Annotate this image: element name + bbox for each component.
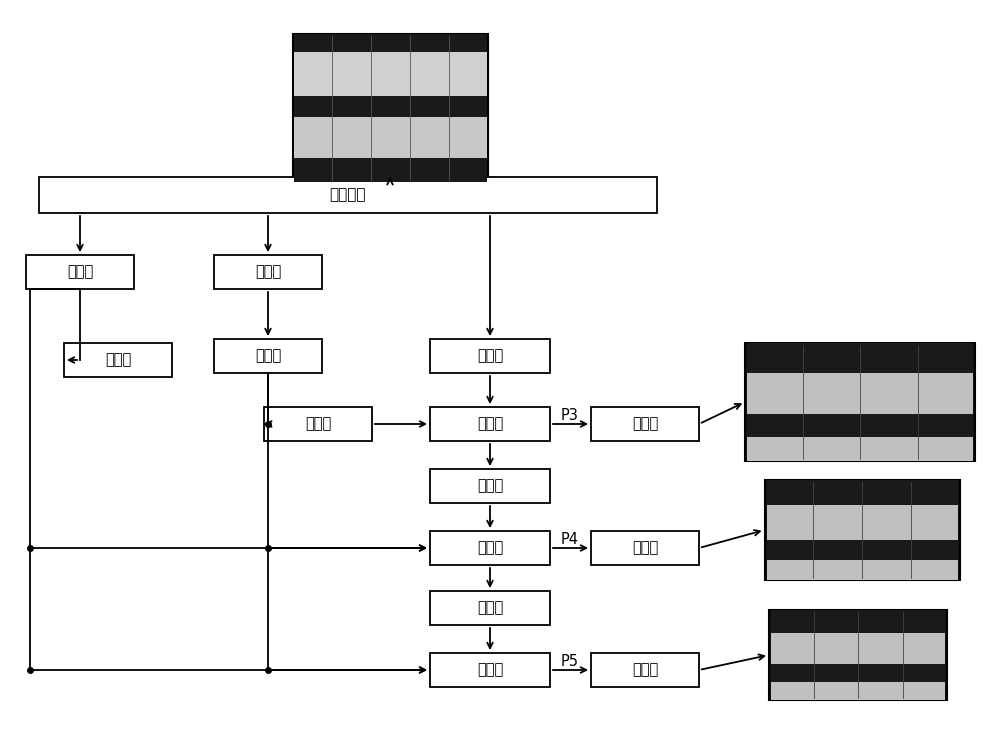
Text: P3: P3 [561,409,579,424]
Bar [747,372,973,414]
Bar [264,407,372,441]
Text: 上采样: 上采样 [105,352,131,368]
Bar [214,255,322,289]
Text: 卷积块: 卷积块 [477,416,503,432]
Bar [591,653,699,687]
Bar [767,540,958,560]
Text: P4: P4 [561,532,579,548]
Bar [430,469,550,503]
Bar [26,255,134,289]
Text: 卷积块: 卷积块 [255,264,281,280]
Text: 卷积块: 卷积块 [477,349,503,363]
Bar [430,531,550,565]
Bar [747,343,973,372]
Bar [747,437,973,461]
Text: 卷积块: 卷积块 [632,663,658,677]
Bar [745,343,975,461]
Bar [747,414,973,437]
Text: 降采样: 降采样 [477,479,503,493]
Bar [771,664,945,682]
Bar [292,34,488,182]
Bar [767,560,958,580]
Text: 卷积块: 卷积块 [477,663,503,677]
Text: 卷积块: 卷积块 [632,540,658,556]
Bar [64,343,172,377]
Bar [767,480,958,505]
Bar [769,610,947,700]
Bar [591,531,699,565]
Bar [294,159,486,182]
Bar [771,633,945,664]
Bar [430,653,550,687]
Text: 卷积块: 卷积块 [632,416,658,432]
Bar [591,407,699,441]
Bar [294,52,486,96]
Bar [771,610,945,633]
Text: 卷积块: 卷积块 [67,264,93,280]
Bar [771,682,945,700]
Bar [430,591,550,625]
Bar [430,407,550,441]
Text: 上采样: 上采样 [305,416,331,432]
Text: 卷积块: 卷积块 [255,349,281,363]
Bar [294,34,486,52]
Text: 残差网络: 残差网络 [330,187,366,203]
Bar [430,339,550,373]
Text: P5: P5 [561,655,579,669]
Bar [294,96,486,117]
Text: 卷积块: 卷积块 [477,540,503,556]
Text: 降采样: 降采样 [477,600,503,616]
Bar [214,339,322,373]
Bar [294,117,486,159]
Bar [765,480,960,580]
Bar [767,505,958,540]
Bar [39,177,657,213]
